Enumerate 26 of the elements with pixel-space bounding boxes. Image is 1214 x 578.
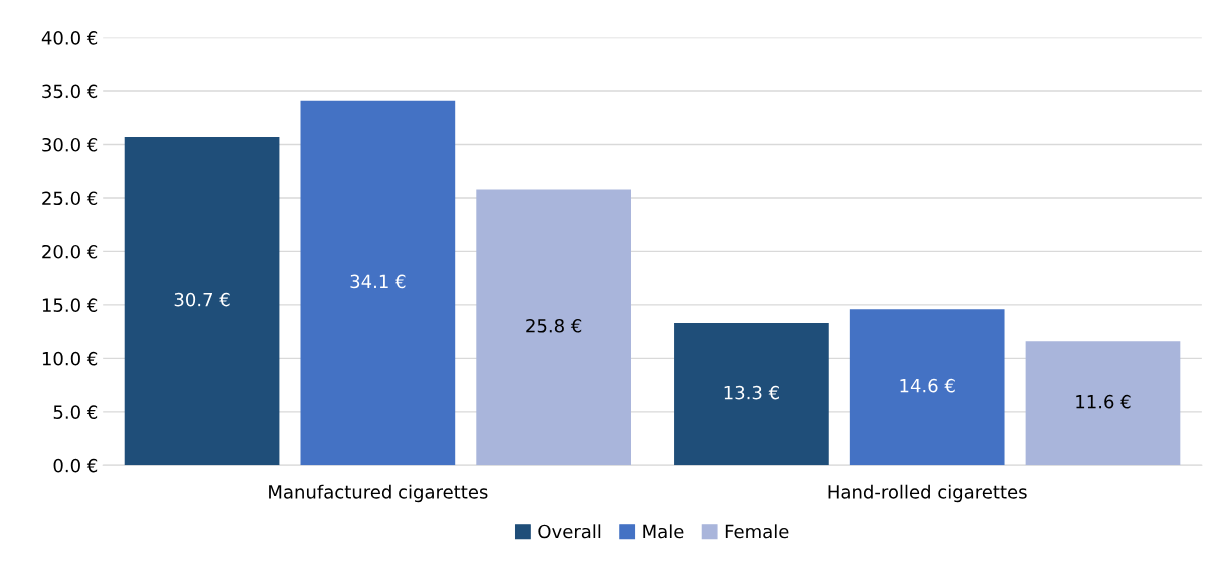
y-tick-label: 25.0 € (42, 191, 98, 206)
x-tick-label: Hand-rolled cigarettes (828, 484, 1027, 503)
legend-label: Overall (538, 524, 601, 539)
y-tick-label: 10.0 € (42, 351, 98, 366)
y-tick-label: 15.0 € (42, 298, 98, 313)
y-tick-label: 30.0 € (42, 137, 98, 152)
y-tick-label: 40.0 € (41, 31, 98, 45)
bar (300, 100, 456, 466)
data-label: 34.1 € (350, 274, 406, 289)
data-label: 11.6 € (1076, 394, 1131, 409)
y-tick-label: 0.0 € (53, 458, 98, 473)
legend-label: Female (725, 524, 789, 539)
bar (1025, 341, 1181, 466)
y-tick-label: 35.0 € (42, 84, 98, 99)
bar (849, 309, 1005, 466)
bar (476, 189, 631, 466)
bar (124, 137, 280, 466)
data-label: 14.6 € (900, 378, 955, 393)
data-label: 25.8 € (526, 318, 582, 333)
data-label: 13.3 € (724, 385, 779, 400)
bar (674, 323, 829, 466)
x-tick-label: Manufactured cigarettes (269, 484, 488, 503)
data-label: 30.7 € (174, 292, 230, 307)
legend-label: Male (643, 524, 684, 539)
y-tick-label: 20.0 € (42, 244, 98, 259)
y-tick-label: 5.0 € (53, 405, 98, 419)
